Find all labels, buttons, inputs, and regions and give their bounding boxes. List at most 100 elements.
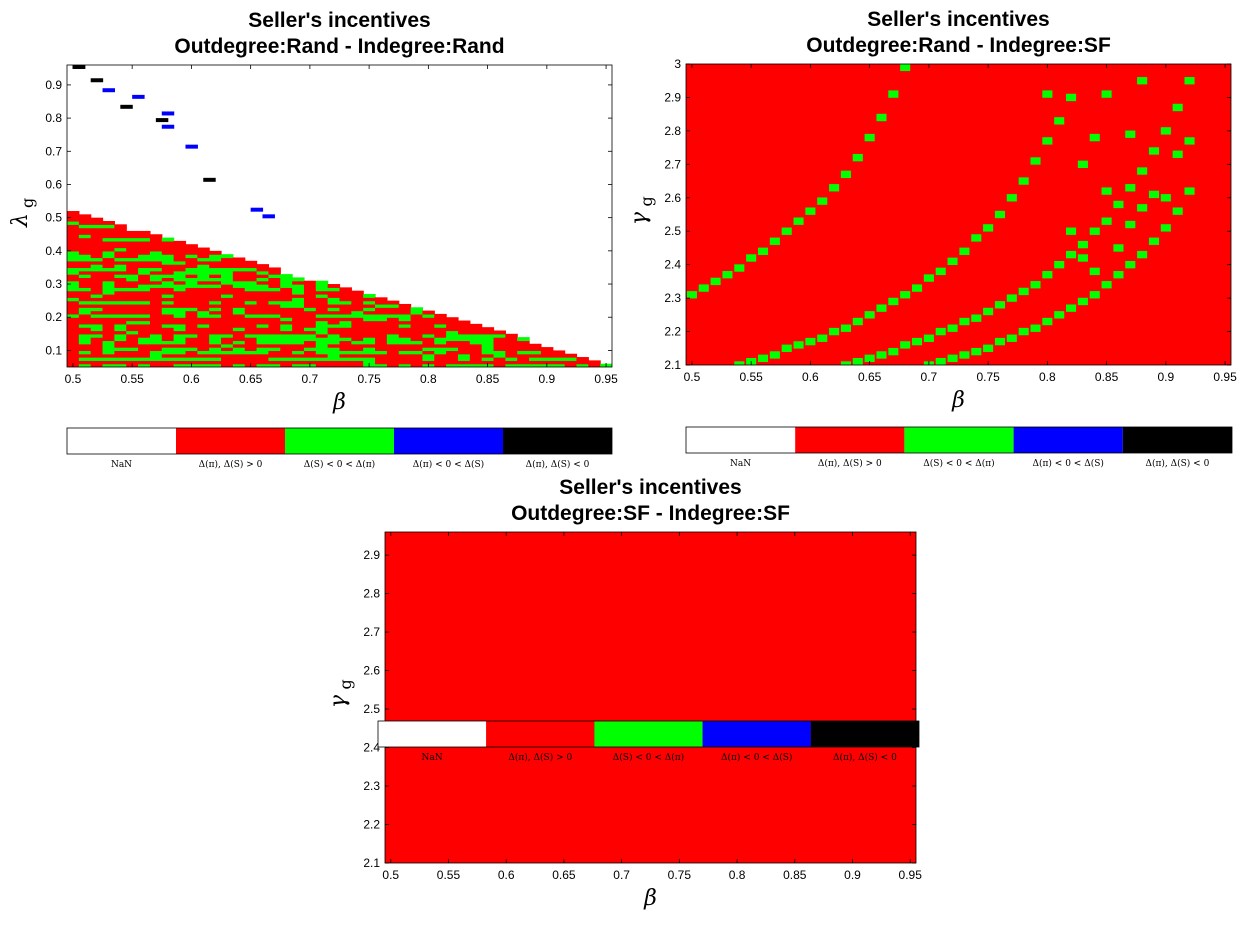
- heatmap-cell: [576, 357, 589, 361]
- heatmap-cell: [102, 244, 115, 249]
- heatmap-cell: [244, 320, 258, 325]
- heatmap-cell: [256, 310, 270, 315]
- heatmap-cell: [256, 270, 270, 275]
- heatmap-cell: [126, 230, 139, 235]
- heatmap-cell: [67, 327, 80, 332]
- heatmap-cell: [221, 270, 234, 275]
- heatmap-cell: [78, 227, 92, 232]
- heatmap-cell: [327, 337, 341, 342]
- heatmap-cell: [292, 327, 305, 332]
- heatmap-cell: [173, 347, 187, 352]
- heatmap-cell: [114, 337, 127, 342]
- heatmap-cell: [78, 217, 92, 222]
- heatmap-cell: [1042, 90, 1053, 98]
- heatmap-cell: [126, 240, 139, 245]
- heatmap-cell: [185, 284, 198, 288]
- heatmap-cell: [363, 320, 376, 325]
- heatmap-cell: [78, 287, 92, 292]
- colorbar-swatch: [503, 428, 612, 454]
- heatmap-cell: [303, 337, 317, 342]
- heatmap-cell: [138, 260, 151, 265]
- heatmap-cell: [434, 343, 447, 348]
- heatmap-cell: [315, 320, 329, 325]
- heatmap-cell: [138, 307, 151, 312]
- heatmap-cell: [67, 317, 80, 322]
- heatmap-cell: [90, 350, 104, 355]
- y-tick-label: 0.4: [45, 244, 62, 258]
- heatmap-cell: [78, 240, 92, 245]
- heatmap-cell: [67, 217, 80, 222]
- heatmap-cell: [493, 347, 506, 352]
- heatmap-cell: [197, 347, 210, 352]
- heatmap-cell: [1006, 294, 1017, 302]
- heatmap-cell: [375, 310, 388, 315]
- heatmap-cell: [327, 293, 341, 298]
- heatmap-cell: [983, 224, 994, 232]
- heatmap-cell: [67, 247, 80, 252]
- heatmap-cell: [138, 347, 151, 352]
- heatmap-cell: [422, 337, 435, 342]
- heatmap-cell: [327, 360, 341, 365]
- heatmap-cell: [126, 284, 139, 288]
- heatmap-cell: [1184, 137, 1195, 145]
- heatmap-cell: [446, 347, 459, 352]
- heatmap-cell: [959, 351, 970, 359]
- heatmap-cell: [268, 313, 281, 318]
- colorbar-label: Δ(π), Δ(S) < 0: [526, 459, 590, 470]
- heatmap-cell: [67, 333, 80, 338]
- heatmap-cell: [852, 317, 863, 326]
- heatmap-cell: [292, 297, 305, 302]
- heatmap-cell: [78, 290, 92, 295]
- heatmap-cell: [67, 260, 80, 265]
- heatmap-cell: [244, 340, 258, 345]
- heatmap-cell: [78, 214, 92, 219]
- heatmap-cell: [90, 287, 104, 292]
- heatmap-cell: [197, 293, 210, 298]
- heatmap-cell: [280, 330, 293, 335]
- heatmap-cell: [102, 360, 115, 365]
- heatmap-cell: [78, 280, 92, 285]
- heatmap-cell: [410, 330, 424, 335]
- heatmap-cell: [67, 330, 80, 335]
- y-tick-label: 2.2: [664, 325, 681, 339]
- heatmap-cell: [422, 343, 435, 348]
- heatmap-cell: [327, 300, 341, 305]
- heatmap-cell: [1137, 250, 1148, 259]
- heatmap-cell: [1066, 227, 1077, 235]
- heatmap-cell: [161, 270, 175, 275]
- heatmap-cell: [161, 274, 175, 278]
- x-tick-label: 0.95: [899, 868, 923, 882]
- chart-subtitle: Outdegree:Rand - Indegree:Rand: [174, 35, 504, 58]
- y-tick-label: 2.5: [363, 702, 380, 716]
- heatmap-cell: [327, 310, 341, 315]
- heatmap-cell: [114, 284, 127, 288]
- colorbar-label: Δ(π) < 0 < Δ(S): [413, 459, 484, 470]
- heatmap-cell: [481, 353, 495, 358]
- heatmap-cell: [90, 300, 104, 305]
- heatmap-cell: [363, 310, 376, 315]
- heatmap-cell: [67, 320, 80, 325]
- heatmap-cell: [185, 340, 198, 345]
- heatmap-cell: [90, 260, 104, 265]
- heatmap-cell: [67, 220, 80, 225]
- heatmap-cell: [126, 277, 139, 282]
- y-axis-label: γ: [627, 211, 652, 225]
- heatmap-cell: [78, 360, 92, 365]
- heatmap-cell: [315, 330, 329, 335]
- heatmap-cell: [469, 347, 483, 352]
- heatmap-cell: [126, 260, 139, 265]
- heatmap-cell: [78, 347, 92, 352]
- heatmap-cell: [138, 313, 151, 318]
- heatmap-cell: [947, 257, 958, 265]
- heatmap-cell: [114, 247, 127, 252]
- heatmap-cell: [221, 260, 234, 265]
- heatmap-cell: [292, 340, 305, 345]
- heatmap-cell: [457, 360, 471, 365]
- heatmap-cell: [517, 347, 530, 352]
- heatmap-cell: [327, 313, 341, 318]
- heatmap-cell: [114, 270, 127, 275]
- heatmap-cell: [256, 327, 270, 332]
- heatmap-cell: [303, 303, 317, 308]
- heatmap-cell: [232, 280, 246, 285]
- y-tick-label: 2.1: [664, 358, 681, 372]
